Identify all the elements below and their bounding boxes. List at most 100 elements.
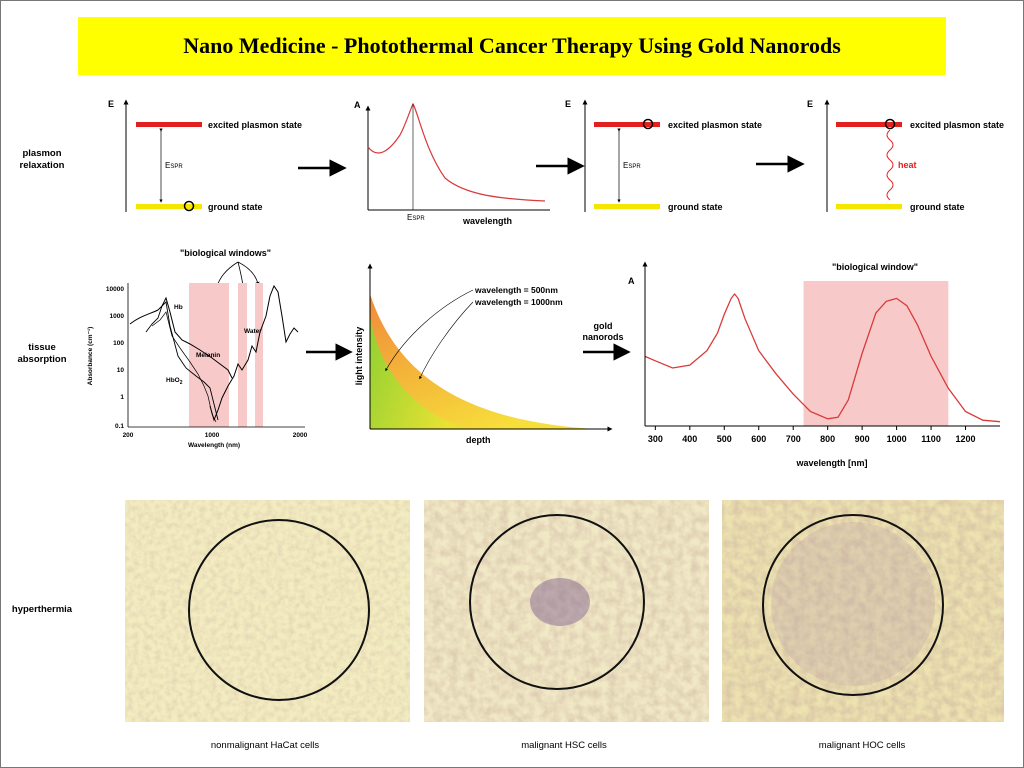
absorption-xtick-label-700: 700 bbox=[786, 434, 801, 444]
absorption-window-annotation: "biological window" bbox=[832, 262, 918, 272]
bio-window-1 bbox=[189, 283, 229, 427]
electron-1 bbox=[183, 200, 195, 212]
depth-area-500nm bbox=[370, 316, 470, 429]
depth-pointer-500nm bbox=[385, 289, 474, 372]
excited-state-bar-3 bbox=[836, 122, 902, 127]
melanin-curve bbox=[129, 296, 233, 379]
spectrum-espr-main: E bbox=[407, 213, 412, 222]
absorption-xtick-label-600: 600 bbox=[751, 434, 766, 444]
tissue-ytick-0.1: 0.1 bbox=[115, 423, 124, 430]
espr-sub-2: SPR bbox=[628, 164, 641, 170]
caption-hoc: malignant HOC cells bbox=[818, 740, 906, 751]
excited-state-label-1: excited plasmon state bbox=[208, 120, 302, 130]
water-label: Water bbox=[244, 328, 262, 335]
ground-state-label-1: ground state bbox=[208, 202, 263, 212]
micrograph-hoc bbox=[722, 500, 1004, 722]
depth-pointer-1000nm bbox=[419, 301, 474, 380]
absorption-xtick-label-1200: 1200 bbox=[956, 434, 976, 444]
tissue-ytick-100: 100 bbox=[113, 340, 124, 347]
ground-state-label-3: ground state bbox=[910, 202, 965, 212]
slide-title: Nano Medicine - Photothermal Cancer Ther… bbox=[183, 33, 841, 58]
excited-state-label-2: excited plasmon state bbox=[668, 120, 762, 130]
micrograph-hsc bbox=[424, 500, 709, 722]
caption-hacat: nonmalignant HaCat cells bbox=[210, 740, 320, 751]
heat-label: heat bbox=[898, 160, 917, 170]
absorption-x-ticks: 300 400 500 600 700 800 900 1000 1100 1200 bbox=[648, 426, 976, 444]
absorption-xtick-label-900: 900 bbox=[855, 434, 870, 444]
ground-state-bar-1 bbox=[136, 204, 202, 209]
micrograph-hsc-circle bbox=[469, 514, 645, 690]
energy-diagram-1: E excited plasmon state ground state ESP… bbox=[108, 99, 302, 212]
micrograph-hoc-circle bbox=[762, 514, 944, 696]
hbo2-curve bbox=[151, 311, 217, 423]
spectrum-curve bbox=[367, 102, 546, 202]
micrograph-hsc-texture bbox=[424, 500, 709, 722]
micrograph-hoc-texture bbox=[722, 500, 1004, 722]
electron-3 bbox=[884, 118, 896, 130]
row-label-plasmon-line2: relaxation bbox=[19, 160, 65, 171]
absorption-xtick-label-800: 800 bbox=[820, 434, 835, 444]
excited-state-label-3: excited plasmon state bbox=[910, 120, 1004, 130]
excited-state-bar-2 bbox=[594, 122, 660, 127]
absorption-y-label: A bbox=[628, 276, 635, 286]
heat-wave bbox=[886, 129, 894, 201]
gold-label-line1: gold bbox=[594, 321, 613, 331]
hyperthermia-row bbox=[125, 500, 1004, 722]
micrograph-hsc-stain bbox=[530, 578, 590, 626]
title-banner: Nano Medicine - Photothermal Cancer Ther… bbox=[78, 17, 946, 75]
micrograph-hacat bbox=[125, 500, 410, 722]
espr-label-1: ESPR bbox=[165, 161, 183, 170]
depth-legend-500nm: wavelength = 500nm bbox=[474, 285, 558, 295]
plasmon-row: E excited plasmon state ground state ESP… bbox=[108, 99, 1004, 226]
depth-xlabel: depth bbox=[466, 435, 491, 445]
absorption-curve bbox=[644, 292, 1001, 423]
nanorod-absorption-chart: 300 400 500 600 700 800 900 1000 1100 1200 A "bio… bbox=[628, 261, 1001, 468]
hb-label: Hb bbox=[174, 304, 183, 311]
tissue-xlabel: Wavelength (nm) bbox=[188, 442, 240, 449]
absorption-xtick-label-400: 400 bbox=[682, 434, 697, 444]
bio-window-3 bbox=[255, 283, 263, 427]
hbo2-label: HbO2 bbox=[166, 377, 183, 386]
tissue-absorption-chart: "biological windows" 10000 1000 100 10 1… bbox=[87, 248, 308, 449]
energy-axis-label-2: E bbox=[565, 99, 571, 109]
bio-arrow-3 bbox=[237, 261, 260, 286]
biological-window-band bbox=[803, 281, 949, 426]
ground-state-bar-3 bbox=[836, 204, 902, 209]
row-label-tissue-line1: tissue bbox=[28, 342, 56, 353]
bio-arrow-1 bbox=[215, 261, 239, 288]
tissue-ytick-10000: 10000 bbox=[106, 286, 124, 293]
spectrum-espr-sub: SPR bbox=[412, 216, 425, 222]
absorption-xtick-label-500: 500 bbox=[717, 434, 732, 444]
caption-hsc: malignant HSC cells bbox=[521, 740, 607, 751]
tissue-ytick-10: 10 bbox=[117, 367, 125, 374]
excited-state-bar-1 bbox=[136, 122, 202, 127]
electron-2 bbox=[642, 118, 654, 130]
bio-windows-annotation: "biological windows" bbox=[180, 248, 271, 258]
depth-legend-1000nm: wavelength = 1000nm bbox=[474, 297, 563, 307]
absorption-xtick-label-300: 300 bbox=[648, 434, 663, 444]
row-label-plasmon: plasmon relaxation bbox=[12, 148, 72, 172]
tissue-ytick-1000: 1000 bbox=[110, 313, 125, 320]
bio-arrow-2 bbox=[237, 261, 245, 288]
spectrum-espr-label: ESPR bbox=[407, 213, 425, 222]
micrograph-hacat-texture bbox=[125, 500, 410, 722]
hbo2-sub: 2 bbox=[180, 380, 183, 386]
row-label-tissue-line2: absorption bbox=[17, 354, 67, 365]
ground-state-bar-2 bbox=[594, 204, 660, 209]
espr-label-2: ESPR bbox=[623, 161, 641, 170]
tissue-xtick-200: 200 bbox=[123, 432, 134, 439]
hbo2-main: HbO bbox=[166, 377, 180, 384]
row-label-plasmon-line1: plasmon bbox=[22, 148, 62, 159]
melanin-label: Melanin bbox=[196, 352, 220, 359]
spectrum-x-label: wavelength bbox=[462, 216, 512, 226]
gold-label-line2: nanorods bbox=[582, 332, 623, 342]
spectrum-y-label: A bbox=[354, 100, 361, 110]
absorption-xtick-label-1100: 1100 bbox=[921, 434, 941, 444]
absorption-x-label: wavelength [nm] bbox=[795, 458, 867, 468]
tissue-ylabel: Absorbance (cm⁻¹) bbox=[87, 327, 94, 386]
espr-main-2: E bbox=[623, 161, 628, 170]
row-label-hyperthermia: hyperthermia bbox=[11, 604, 73, 615]
espr-main-1: E bbox=[165, 161, 170, 170]
energy-diagram-3: E excited plasmon state ground state hea… bbox=[807, 99, 1004, 212]
tissue-ytick-1: 1 bbox=[120, 394, 124, 401]
